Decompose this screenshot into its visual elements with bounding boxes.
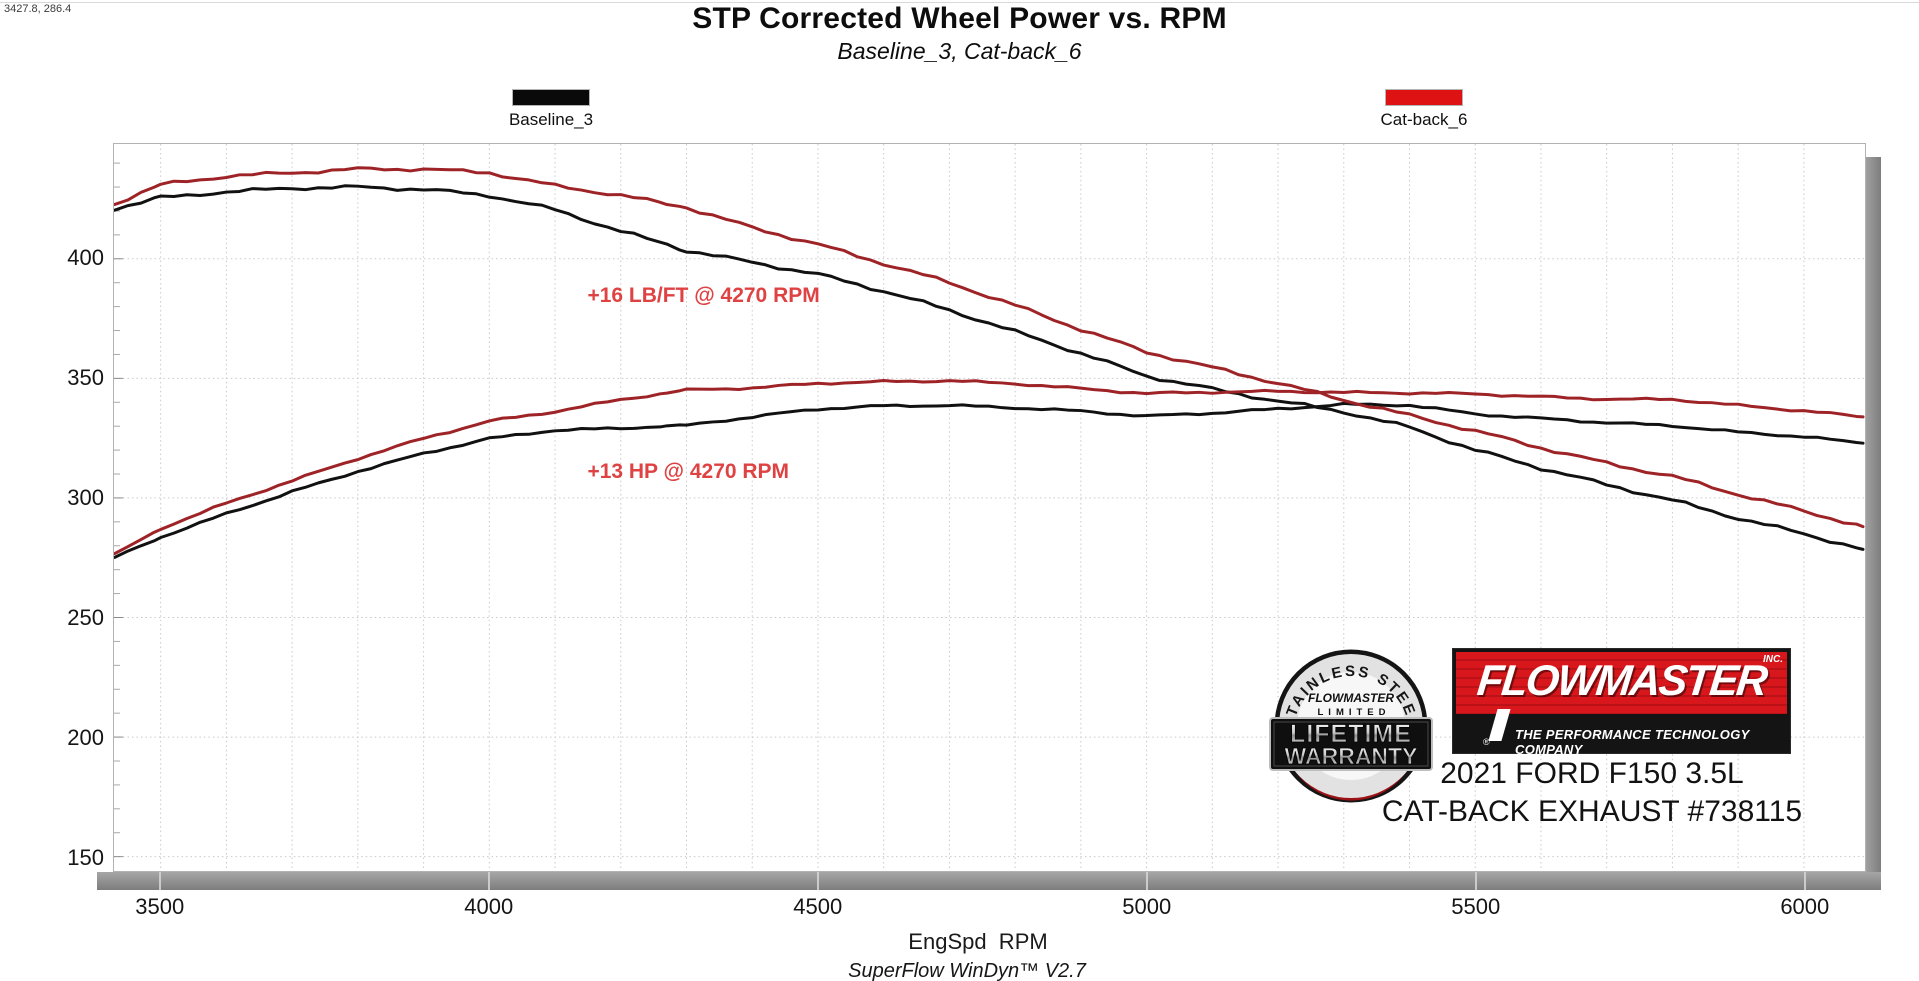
axis-bar-tick <box>816 872 819 890</box>
x-tick-label: 5500 <box>1451 894 1501 919</box>
flowmaster-logo-wordmark: FLOWMASTER <box>1474 657 1769 705</box>
chart-svg <box>114 144 1865 871</box>
curve-0 <box>114 184 1865 551</box>
legend-item-baseline: Baseline_3 <box>475 89 627 130</box>
legend-label-baseline: Baseline_3 <box>508 110 594 129</box>
x-tick-label: 6000 <box>1780 894 1830 919</box>
badge-lifetime-text: LIFETIME <box>1290 720 1412 748</box>
y-tick-label: 150 <box>67 844 104 870</box>
vehicle-line-1: 2021 FORD F150 3.5L <box>1440 757 1744 790</box>
y-tick-label: 200 <box>67 724 104 750</box>
window-top-border <box>0 2 1919 3</box>
y-tick-label: 250 <box>67 604 104 630</box>
x-tick-label: 4000 <box>464 894 514 919</box>
axis-bar-tick <box>158 872 161 890</box>
curve-3 <box>114 379 1865 556</box>
legend-label-catback: Cat-back_6 <box>1380 110 1468 129</box>
flowmaster-logo-registered-mark: ® <box>1483 737 1490 747</box>
badge-warranty-text: WARRANTY <box>1285 743 1418 769</box>
axis-bar-tick <box>1145 872 1148 890</box>
x-axis-label: EngSpd RPM <box>908 929 1048 954</box>
flowmaster-logo: FLOWMASTER INC. ® THE PERFORMANCE TECHNO… <box>1452 648 1791 757</box>
cursor-coordinate-readout: 3427.8, 286.4 <box>4 3 72 15</box>
y-tick-label: 350 <box>67 365 104 390</box>
lifetime-warranty-badge: STAINLESS STEEL FLOWMASTER LIMITED LIFET… <box>1269 649 1433 803</box>
plot-shadow-right <box>1866 157 1881 890</box>
y-tick-label: 300 <box>67 484 104 510</box>
flowmaster-logo-tagline: THE PERFORMANCE TECHNOLOGY COMPANY <box>1515 727 1750 757</box>
chart-title: STP Corrected Wheel Power vs. RPM <box>692 2 1227 35</box>
axis-bar-tick <box>1803 872 1806 890</box>
axis-bar-tick <box>487 872 490 890</box>
plot-shadow-bottom <box>97 872 1881 890</box>
badge-banner <box>1269 717 1433 771</box>
x-tick-label: 3500 <box>135 894 185 919</box>
legend-swatch-catback <box>1385 89 1463 106</box>
badge-limited-text: LIMITED <box>1318 707 1391 718</box>
y-tick-label: 400 <box>67 245 104 271</box>
legend-swatch-baseline <box>512 89 590 106</box>
curve-2 <box>114 166 1865 529</box>
software-credit: SuperFlow WinDyn™ V2.7 <box>848 960 1086 981</box>
badge-brand-text: FLOWMASTER <box>1308 691 1394 705</box>
flowmaster-logo-red-band <box>1456 652 1787 714</box>
flowmaster-logo-inc: INC. <box>1763 654 1783 665</box>
curve-annotation: +16 LB/FT @ 4270 RPM <box>587 284 820 308</box>
x-tick-label: 5000 <box>1122 894 1172 919</box>
legend-item-catback: Cat-back_6 <box>1348 89 1500 130</box>
badge-banner-inner <box>1273 721 1429 767</box>
vehicle-description: 2021 FORD F150 3.5L CAT-BACK EXHAUST #73… <box>1372 755 1812 831</box>
curve-1 <box>114 401 1865 559</box>
axis-bar-tick <box>1474 872 1477 890</box>
x-tick-label: 4500 <box>793 894 843 919</box>
vehicle-line-2: CAT-BACK EXHAUST #738115 <box>1381 795 1803 828</box>
curve-annotation: +13 HP @ 4270 RPM <box>587 459 790 483</box>
chart-subtitle: Baseline_3, Cat-back_6 <box>837 38 1082 64</box>
